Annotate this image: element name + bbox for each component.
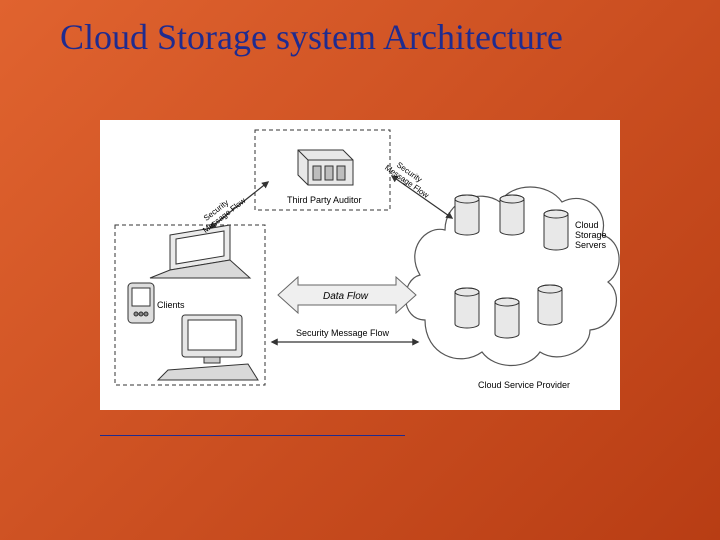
tpa-server-icon [298,150,353,185]
data-flow-label: Data Flow [323,291,369,302]
desktop-icon [158,315,258,380]
right-security-flow-label: Security Message Flow [383,156,436,200]
tpa-label: Third Party Auditor [287,195,362,205]
page-title-text: Cloud Storage system Architecture [60,17,563,57]
decorative-underline [100,435,405,436]
pda-icon [128,283,154,323]
clients-label: Clients [157,300,185,310]
bottom-security-flow-label: Security Message Flow [296,328,390,338]
laptop-icon [150,225,250,278]
cloud-provider-label: Cloud Service Provider [478,380,570,390]
architecture-diagram: Cloud Storage Servers Cloud Service Prov… [100,120,620,410]
slide: Cloud Storage system Architecture [0,0,720,540]
page-title: Cloud Storage system Architecture [60,18,690,58]
